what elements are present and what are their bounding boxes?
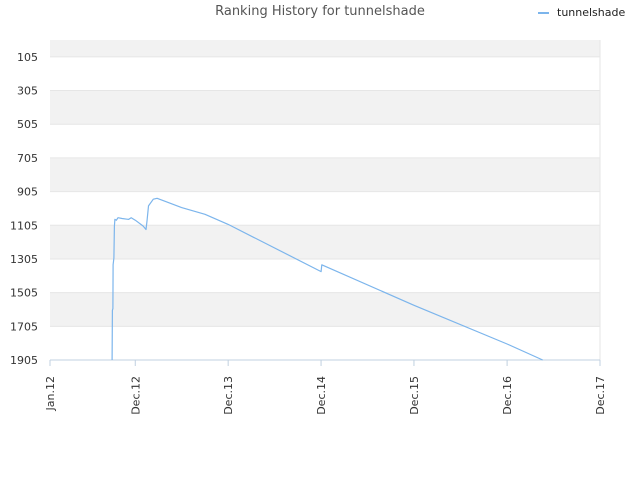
plot-band bbox=[50, 157, 600, 192]
plot-band bbox=[50, 40, 600, 57]
x-tick-label: Dec.17 bbox=[594, 376, 607, 415]
series-line bbox=[111, 197, 543, 361]
y-tick-label: 1905 bbox=[10, 354, 38, 367]
x-tick-label: Dec.13 bbox=[222, 376, 235, 415]
y-tick-label: 1305 bbox=[10, 253, 38, 266]
plot-band bbox=[50, 90, 600, 125]
x-tick-label: Dec.16 bbox=[501, 376, 514, 415]
y-tick-label: 1105 bbox=[10, 219, 38, 232]
x-tick-label: Dec.14 bbox=[315, 376, 328, 415]
y-tick-label: 905 bbox=[17, 186, 38, 199]
plot-band bbox=[50, 225, 600, 259]
legend-line-icon bbox=[538, 11, 549, 14]
x-tick-label: Dec.15 bbox=[408, 376, 421, 415]
plot-bands bbox=[50, 40, 600, 327]
x-tick-label: Dec.12 bbox=[129, 376, 142, 415]
legend-label: tunnelshade bbox=[557, 6, 626, 19]
y-tick-label: 705 bbox=[17, 152, 38, 165]
y-tick-label: 1505 bbox=[10, 287, 38, 300]
y-tick-label: 1705 bbox=[10, 320, 38, 333]
y-tick-label: 305 bbox=[17, 85, 38, 98]
chart-title: Ranking History for tunnelshade bbox=[215, 4, 425, 19]
y-tick-label: 105 bbox=[17, 51, 38, 64]
plot-band bbox=[50, 292, 600, 327]
y-tick-label: 505 bbox=[17, 118, 38, 131]
y-axis: 105 305 505 705 905 1105 1305 1505 1705 1905 bbox=[10, 51, 38, 367]
x-axis: Jan.12 Dec.12 Dec.13 Dec.14 Dec.15 Dec.16 Dec.… bbox=[44, 359, 607, 415]
x-tick-label: Jan.12 bbox=[44, 376, 57, 411]
legend[interactable]: tunnelshade bbox=[538, 6, 625, 19]
